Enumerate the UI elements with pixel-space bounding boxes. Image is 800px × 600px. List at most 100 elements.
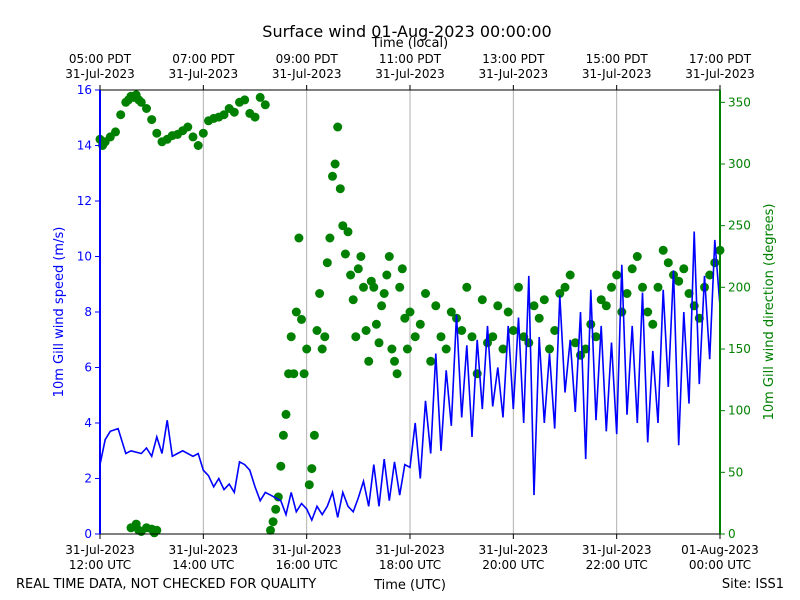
top-tick-time: 07:00 PDT [172, 52, 235, 66]
direction-point [632, 252, 642, 261]
direction-point [565, 270, 575, 280]
direction-point [384, 252, 394, 261]
top-tick-date: 31-Jul-2023 [272, 67, 342, 81]
top-tick-date: 31-Jul-2023 [169, 67, 239, 81]
right-tick-label: 200 [728, 280, 751, 294]
direction-point [415, 319, 425, 329]
direction-point [111, 127, 120, 137]
top-tick-time: 15:00 PDT [586, 52, 649, 66]
direction-point [390, 356, 399, 366]
direction-point [457, 326, 467, 335]
direction-point [529, 301, 539, 311]
wind-speed-line [99, 231, 721, 523]
direction-point [581, 344, 591, 354]
direction-point [607, 282, 616, 292]
direction-point [281, 409, 291, 419]
direction-point [514, 282, 523, 292]
direction-point [397, 264, 407, 274]
direction-point [333, 122, 343, 132]
direction-point [294, 233, 304, 243]
top-tick-time: 09:00 PDT [276, 52, 339, 66]
bottom-axis-label: Time (UTC) [373, 578, 446, 593]
direction-point [498, 344, 508, 354]
direction-point [426, 356, 436, 366]
direction-point [555, 289, 565, 298]
direction-point [596, 295, 606, 305]
direction-point [317, 344, 327, 354]
right-tick-label: 250 [728, 219, 751, 233]
direction-point [307, 464, 317, 474]
direction-point [570, 338, 580, 348]
direction-point [297, 314, 306, 324]
direction-point [648, 319, 658, 329]
direction-point [322, 258, 332, 268]
direction-point [147, 115, 157, 125]
direction-point [343, 227, 353, 237]
direction-point [289, 369, 299, 379]
direction-point [387, 344, 397, 354]
direction-point [377, 301, 387, 311]
direction-point [441, 344, 451, 354]
direction-point [534, 313, 544, 323]
direction-point [508, 326, 518, 335]
direction-point [658, 245, 668, 255]
direction-point [198, 128, 208, 138]
direction-point [674, 276, 684, 286]
direction-point [116, 110, 126, 120]
direction-point [382, 270, 392, 280]
direction-point [302, 344, 312, 354]
top-tick-date: 31-Jul-2023 [582, 67, 652, 81]
bottom-tick-date: 01-Aug-2023 [681, 543, 759, 557]
direction-point [545, 344, 554, 354]
direction-point [705, 270, 715, 280]
left-tick-label: 0 [84, 527, 92, 541]
direction-point [229, 107, 239, 117]
bottom-tick-time: 20:00 UTC [482, 558, 544, 572]
left-tick-label: 12 [77, 194, 92, 208]
right-axis-label: 10m Gill wind direction (degrees) [762, 204, 777, 421]
direction-point [304, 480, 314, 490]
direction-point [335, 184, 345, 194]
direction-point [539, 295, 549, 305]
direction-point [152, 128, 162, 138]
direction-point [309, 430, 319, 440]
direction-point [325, 233, 335, 243]
direction-point [446, 307, 456, 317]
bottom-tick-date: 31-Jul-2023 [375, 543, 445, 557]
left-tick-label: 10 [77, 250, 92, 264]
chart-title: Surface wind 01-Aug-2023 00:00:00 [262, 22, 551, 41]
direction-point [271, 504, 281, 514]
top-tick-date: 31-Jul-2023 [65, 67, 135, 81]
direction-point [255, 92, 265, 102]
top-tick-time: 05:00 PDT [69, 52, 132, 66]
right-tick-label: 150 [728, 342, 751, 356]
direction-point [503, 307, 513, 317]
direction-point [421, 289, 430, 298]
direction-point [395, 282, 405, 292]
bottom-tick-time: 12:00 UTC [69, 558, 131, 572]
direction-point [260, 100, 270, 110]
direction-point [320, 332, 330, 342]
right-axis-ticks: 0 50 100 150 200 250 300 350 [720, 95, 751, 541]
quality-disclaimer: REAL TIME DATA, NOT CHECKED FOR QUALITY [16, 577, 316, 592]
direction-point [328, 171, 337, 181]
direction-point [462, 282, 472, 292]
bottom-tick-date: 31-Jul-2023 [65, 543, 135, 557]
direction-point [684, 289, 694, 298]
direction-point [550, 326, 560, 335]
direction-point [612, 270, 622, 280]
direction-point [250, 112, 260, 122]
left-axis-ticks: 0 2 4 6 8 10 12 14 16 [77, 83, 100, 541]
top-tick-time: 17:00 PDT [689, 52, 752, 66]
direction-point [679, 264, 689, 274]
left-tick-label: 2 [84, 472, 92, 486]
right-tick-label: 100 [728, 404, 751, 418]
left-axis-label: 10m Gill wind speed (m/s) [52, 227, 67, 398]
grid-lines [202, 90, 618, 534]
top-tick-time: 13:00 PDT [482, 52, 545, 66]
direction-point [436, 332, 446, 342]
direction-point [346, 270, 356, 280]
direction-point [348, 295, 358, 305]
